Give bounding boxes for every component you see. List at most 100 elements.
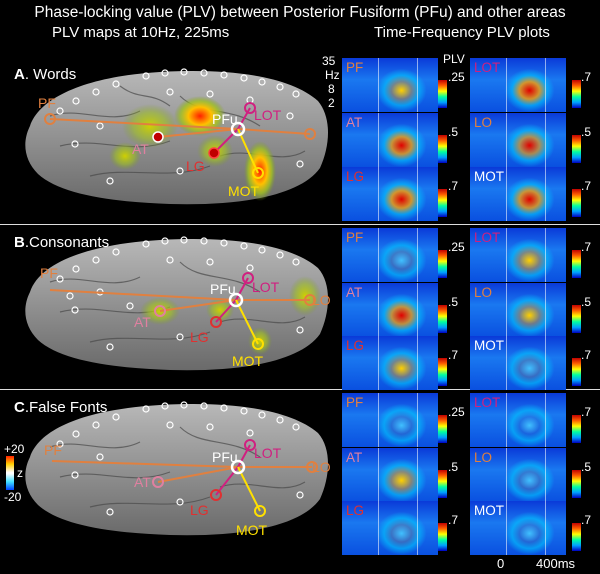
- connection-pfu-lot: [237, 107, 251, 130]
- tf-plot-label: LO: [474, 285, 493, 300]
- plv-scale-max: .7: [581, 348, 592, 362]
- tf-time-gridline: [416, 58, 418, 112]
- tf-time-gridline: [506, 283, 508, 337]
- plv-colorbar: [572, 358, 581, 386]
- tf-time-gridline: [378, 393, 380, 447]
- tf-time-gridline: [416, 393, 418, 447]
- tf-time-gridline: [378, 336, 380, 390]
- connection-pfu-pf: [49, 118, 239, 130]
- tf-time-gridline: [544, 167, 546, 221]
- plv-colorbar: [572, 415, 581, 443]
- panel-words: PF PFu LOT AT LG MOT A. Words: [0, 56, 600, 224]
- tf-time-gridline: [378, 167, 380, 221]
- tf-plot-lot: LOT: [470, 58, 566, 112]
- time-tick-0: 0: [497, 556, 505, 571]
- freq-tick-8: 8: [328, 82, 335, 96]
- brain-label-pf: PF: [44, 442, 62, 458]
- tf-time-gridline: [544, 501, 546, 555]
- plv-scale-max: .5: [581, 295, 592, 309]
- brain-label-lg: LG: [190, 329, 209, 345]
- tf-plot-lg: LG: [342, 167, 438, 221]
- z-scale-bottom: -20: [4, 490, 22, 504]
- figure-title: Phase-locking value (PLV) between Poster…: [34, 4, 566, 21]
- panel-divider: [0, 224, 600, 225]
- tf-time-gridline: [378, 501, 380, 555]
- tf-plot-label: LOT: [474, 60, 501, 75]
- connection-pfu-pf: [49, 289, 237, 301]
- tf-time-gridline: [506, 501, 508, 555]
- z-scale-label: z: [17, 466, 23, 480]
- z-scale-top: +20: [4, 442, 25, 456]
- panel-label-consonants: B.Consonants: [14, 234, 109, 251]
- z-colorbar: [6, 456, 14, 490]
- tf-plot-lg: LG: [342, 336, 438, 390]
- panel-false-fonts: PF PFu LOT AT LG MOT LO C.False Fonts: [0, 391, 600, 551]
- plv-colorbar: [438, 523, 447, 551]
- tf-plot-label: MOT: [474, 503, 504, 518]
- connection-pfu-at: [159, 299, 237, 312]
- connection-pfu-at: [157, 466, 239, 483]
- connection-pfu-at: [157, 128, 239, 138]
- panel-consonants: PF PFu LOT AT LG MOT LO B.Consonants: [0, 226, 600, 389]
- plv-colorbar: [438, 415, 447, 443]
- panel-name: .Consonants: [24, 234, 110, 251]
- cortex-surface: [25, 404, 328, 536]
- brain-label-pf: PF: [40, 265, 58, 281]
- tf-plot-label: LO: [474, 450, 493, 465]
- tf-plot-label: LG: [346, 169, 365, 184]
- brain-label-lg: LG: [186, 158, 205, 174]
- tf-plot-label: PF: [346, 395, 364, 410]
- plv-colorbar: [572, 80, 581, 108]
- tf-time-gridline: [544, 228, 546, 282]
- plv-scale-max: .7: [448, 348, 459, 362]
- brain-label-lo: LO: [312, 459, 331, 475]
- tf-time-gridline: [544, 448, 546, 502]
- tf-time-gridline: [544, 393, 546, 447]
- tf-plot-at: AT: [342, 113, 438, 167]
- plv-colorbar: [572, 135, 581, 163]
- tf-time-gridline: [506, 448, 508, 502]
- tf-time-gridline: [416, 283, 418, 337]
- brain-map-consonants: PF PFu LOT AT LG MOT LO: [25, 236, 331, 371]
- plv-colorbar: [438, 358, 447, 386]
- tf-plot-lot: LOT: [470, 393, 566, 447]
- tf-plot-label: LG: [346, 503, 365, 518]
- tf-time-gridline: [416, 448, 418, 502]
- tf-plot-label: MOT: [474, 338, 504, 353]
- plv-scale-max: .7: [448, 179, 459, 193]
- tf-time-gridline: [506, 228, 508, 282]
- freq-tick-35: 35: [322, 54, 336, 68]
- panel-letter: A: [14, 66, 25, 83]
- tf-time-gridline: [416, 167, 418, 221]
- connection-pfu-lo: [237, 128, 311, 135]
- tf-plot-pf: PF: [342, 58, 438, 112]
- tf-plot-pf: PF: [342, 228, 438, 282]
- tf-time-gridline: [506, 58, 508, 112]
- brain-label-pfu: PFu: [212, 111, 238, 127]
- panel-label-false-fonts: C.False Fonts: [14, 399, 107, 416]
- plv-scale-max: .25: [448, 405, 465, 419]
- brain-label-at: AT: [134, 474, 151, 490]
- plv-scale-max: .7: [581, 70, 592, 84]
- tf-plot-lg: LG: [342, 501, 438, 555]
- brain-label-lg: LG: [190, 502, 209, 518]
- plv-maps-subtitle: PLV maps at 10Hz, 225ms: [52, 24, 230, 41]
- plv-scale-max: .5: [581, 460, 592, 474]
- brain-map-words: PF PFu LOT AT LG MOT: [25, 68, 328, 205]
- tf-plot-at: AT: [342, 448, 438, 502]
- brain-label-lo: LO: [312, 292, 331, 308]
- tf-time-gridline: [506, 167, 508, 221]
- tf-plot-lot: LOT: [470, 228, 566, 282]
- tf-time-gridline: [544, 336, 546, 390]
- tf-plot-lo: LO: [470, 113, 566, 167]
- brain-label-mot: MOT: [228, 183, 260, 199]
- plv-colorbar: [438, 189, 447, 217]
- brain-label-mot: MOT: [232, 353, 264, 369]
- tf-plot-label: AT: [346, 285, 363, 300]
- tf-plot-label: LG: [346, 338, 365, 353]
- brain-label-pfu: PFu: [212, 449, 238, 465]
- tf-plot-mot: MOT: [470, 167, 566, 221]
- cortex-surface: [25, 71, 328, 205]
- connection-pfu-mot: [237, 466, 261, 512]
- tf-time-gridline: [506, 113, 508, 167]
